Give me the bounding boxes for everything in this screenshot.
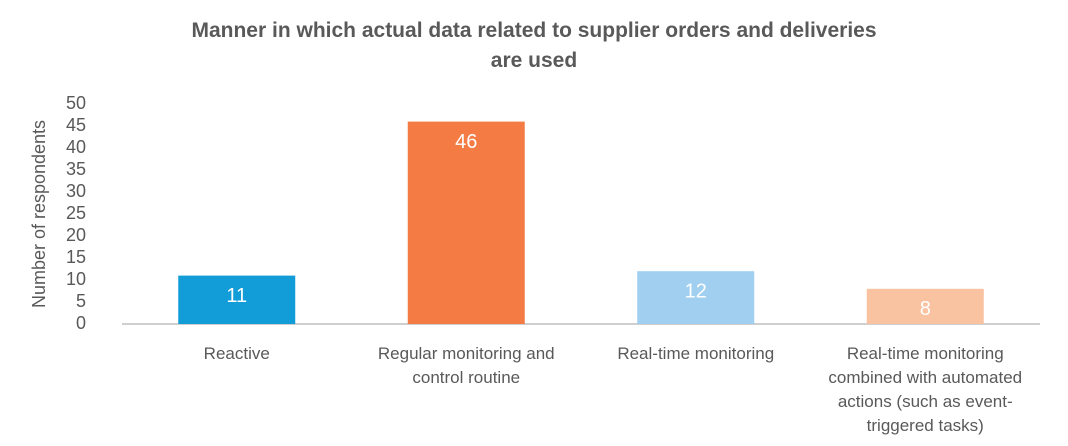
bar	[178, 275, 296, 324]
y-tick-label: 20	[66, 225, 86, 245]
y-tick-label: 35	[66, 159, 86, 179]
value-label: 8	[920, 298, 931, 320]
x-tick-label: Real-time monitoring combined with autom…	[828, 344, 1023, 435]
y-tick-label: 0	[76, 313, 86, 333]
bar	[866, 288, 984, 324]
y-tick-label: 5	[76, 291, 86, 311]
y-tick-label: 15	[66, 247, 86, 267]
value-label: 11	[226, 285, 247, 307]
x-tick-label: Reactive	[203, 344, 270, 363]
y-tick-label: 45	[66, 115, 86, 135]
y-axis-label: Number of respondents	[29, 120, 49, 308]
value-label: 46	[455, 131, 477, 153]
y-tick-label: 50	[66, 93, 86, 113]
value-label: 12	[685, 280, 707, 302]
x-tick-label: Regular monitoring and control routine	[377, 344, 555, 387]
y-tick-label: 40	[66, 137, 86, 157]
y-tick-label: 25	[66, 203, 86, 223]
bar	[407, 121, 525, 324]
y-tick-label: 10	[66, 269, 86, 289]
x-tick-label: Real-time monitoring	[617, 344, 775, 363]
y-tick-label: 30	[66, 181, 86, 201]
chart-title: Manner in which actual data related to s…	[191, 19, 877, 72]
bar	[637, 271, 755, 324]
